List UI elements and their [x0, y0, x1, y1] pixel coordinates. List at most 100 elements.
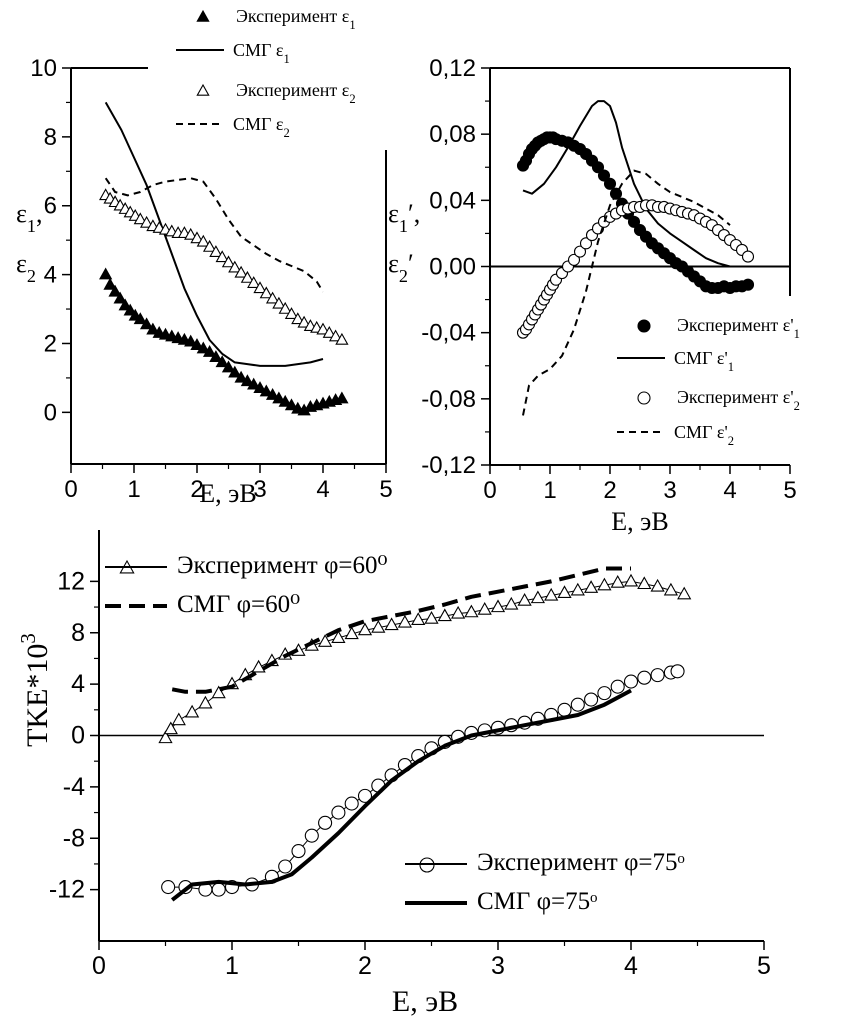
- eps-legend-item-4-label: СМГ ε2: [233, 114, 290, 140]
- tke-data-point: [424, 610, 439, 624]
- deps-data-point: [567, 253, 581, 266]
- deps-data-point: [579, 237, 593, 250]
- eps-series-3: [99, 188, 349, 345]
- tke-data-point: [211, 685, 226, 699]
- eps-data-point: [221, 255, 236, 268]
- deps-data-point: [597, 169, 611, 182]
- tke-data-point: [570, 582, 585, 596]
- deps-y-tick-label: 0,04: [429, 187, 476, 214]
- tke-series-line: [171, 566, 631, 694]
- deps-series-line: [522, 169, 731, 416]
- deps-y-axis-label-1: ε1′,: [388, 199, 420, 236]
- tke-data-point: [318, 815, 333, 830]
- tke-data-point: [623, 674, 639, 689]
- eps-data-point: [272, 296, 286, 309]
- eps-data-point: [108, 284, 122, 297]
- eps-x-axis-label: E, эВ: [199, 479, 256, 508]
- eps-data-point: [284, 307, 299, 319]
- eps-series-line: [104, 101, 324, 367]
- tke-data-point: [477, 602, 492, 615]
- tke-data-point: [411, 612, 426, 626]
- tke-data-point: [650, 578, 665, 592]
- deps-y-tick-label: -0,12: [421, 452, 476, 479]
- tke-legend-item-4-label: СМГ φ=75ᵒ: [477, 888, 597, 915]
- eps-y-tick-label: 4: [44, 262, 57, 289]
- tke-data-point: [161, 880, 176, 895]
- deps-x-tick-label: 2: [603, 477, 616, 504]
- tke-data-point: [344, 626, 359, 640]
- deps-series-3: [516, 199, 755, 339]
- deps-x-tick-label: 4: [723, 477, 736, 504]
- eps-data-point: [335, 332, 349, 345]
- eps-data-point: [265, 388, 280, 400]
- eps-x-tick-label: 4: [316, 476, 329, 503]
- tke-series-1: [158, 573, 692, 744]
- eps-data-point: [103, 277, 117, 290]
- deps-data-point: [603, 177, 617, 190]
- eps-data-point: [234, 370, 248, 383]
- eps-data-point: [113, 291, 127, 304]
- eps-series-4: [104, 177, 324, 293]
- tke-y-tick-label: 12: [57, 567, 85, 595]
- eps-legend-item-1-label: Эксперимент ε1: [236, 6, 356, 32]
- eps-data-point: [247, 276, 261, 288]
- eps-series-2: [104, 101, 324, 367]
- deps-data-point: [573, 245, 587, 258]
- tke-data-point: [211, 882, 226, 897]
- tke-data-point: [670, 664, 685, 679]
- eps-legend-item-2-label: СМГ ε1: [233, 40, 290, 66]
- eps-data-point: [184, 334, 198, 347]
- tke-legend-item-1-label: Эксперимент φ=60⁰: [177, 552, 388, 579]
- deps-legend-item-3-marker: [637, 391, 651, 405]
- tke-data-point: [291, 844, 306, 859]
- tke-data-point: [677, 586, 692, 600]
- tke-data-point: [397, 614, 413, 628]
- eps-legend: [176, 9, 224, 125]
- eps-data-point: [202, 344, 217, 357]
- eps-x-tick-label: 5: [379, 476, 392, 503]
- eps-data-point: [240, 270, 255, 283]
- eps-data-point: [196, 341, 210, 354]
- tke-x-axis-label: E, эВ: [392, 985, 458, 1017]
- eps-data-point: [240, 374, 255, 387]
- tke-series-2: [171, 566, 631, 694]
- eps-data-point: [278, 301, 292, 314]
- eps-y-axis-label-1: ε1,: [16, 199, 43, 236]
- eps-data-point: [190, 231, 204, 244]
- tke-y-tick-label: 4: [71, 670, 85, 698]
- eps-data-point: [228, 260, 242, 273]
- tke-legend: [105, 559, 467, 905]
- tke-data-point: [464, 604, 479, 618]
- deps-data-point: [741, 250, 755, 263]
- eps-data-point: [190, 338, 204, 350]
- tke-legend-item-2-label: СМГ φ=60⁰: [177, 591, 300, 618]
- eps-y-tick-label: 6: [44, 193, 57, 220]
- eps-data-point: [234, 265, 248, 278]
- eps-data-point: [284, 398, 299, 411]
- tke-series-line: [170, 688, 632, 902]
- tke-data-point: [331, 630, 346, 643]
- deps-legend-item-1-label: Эксперимент ε'1: [677, 315, 800, 341]
- tke-data-point: [663, 582, 679, 596]
- eps-data-point: [123, 303, 137, 316]
- tke-y-axis-label: TKE*103: [16, 633, 54, 747]
- tke-data-point: [610, 575, 625, 588]
- eps-data-point: [328, 329, 343, 342]
- tke-data-point: [517, 593, 532, 606]
- tke-data-point: [570, 697, 585, 712]
- tke-data-point: [597, 577, 612, 591]
- eps-y-tick-label: 2: [44, 330, 57, 357]
- eps-y-axis-label-2: ε2: [16, 249, 36, 286]
- tke-data-point: [371, 619, 386, 633]
- deps-y-tick-label: 0,00: [429, 254, 476, 281]
- eps-y-tick-label: 8: [44, 124, 57, 151]
- eps-legend-item-3-marker: [196, 83, 210, 96]
- deps-series-line: [522, 100, 731, 268]
- eps-y-tick-label: 10: [30, 55, 57, 82]
- tke-data-point: [278, 859, 293, 874]
- tke-y-tick-label: 8: [71, 619, 85, 647]
- tke-x-tick-label: 3: [491, 952, 505, 980]
- eps-data-point: [221, 360, 236, 373]
- tke-data-point: [597, 686, 612, 701]
